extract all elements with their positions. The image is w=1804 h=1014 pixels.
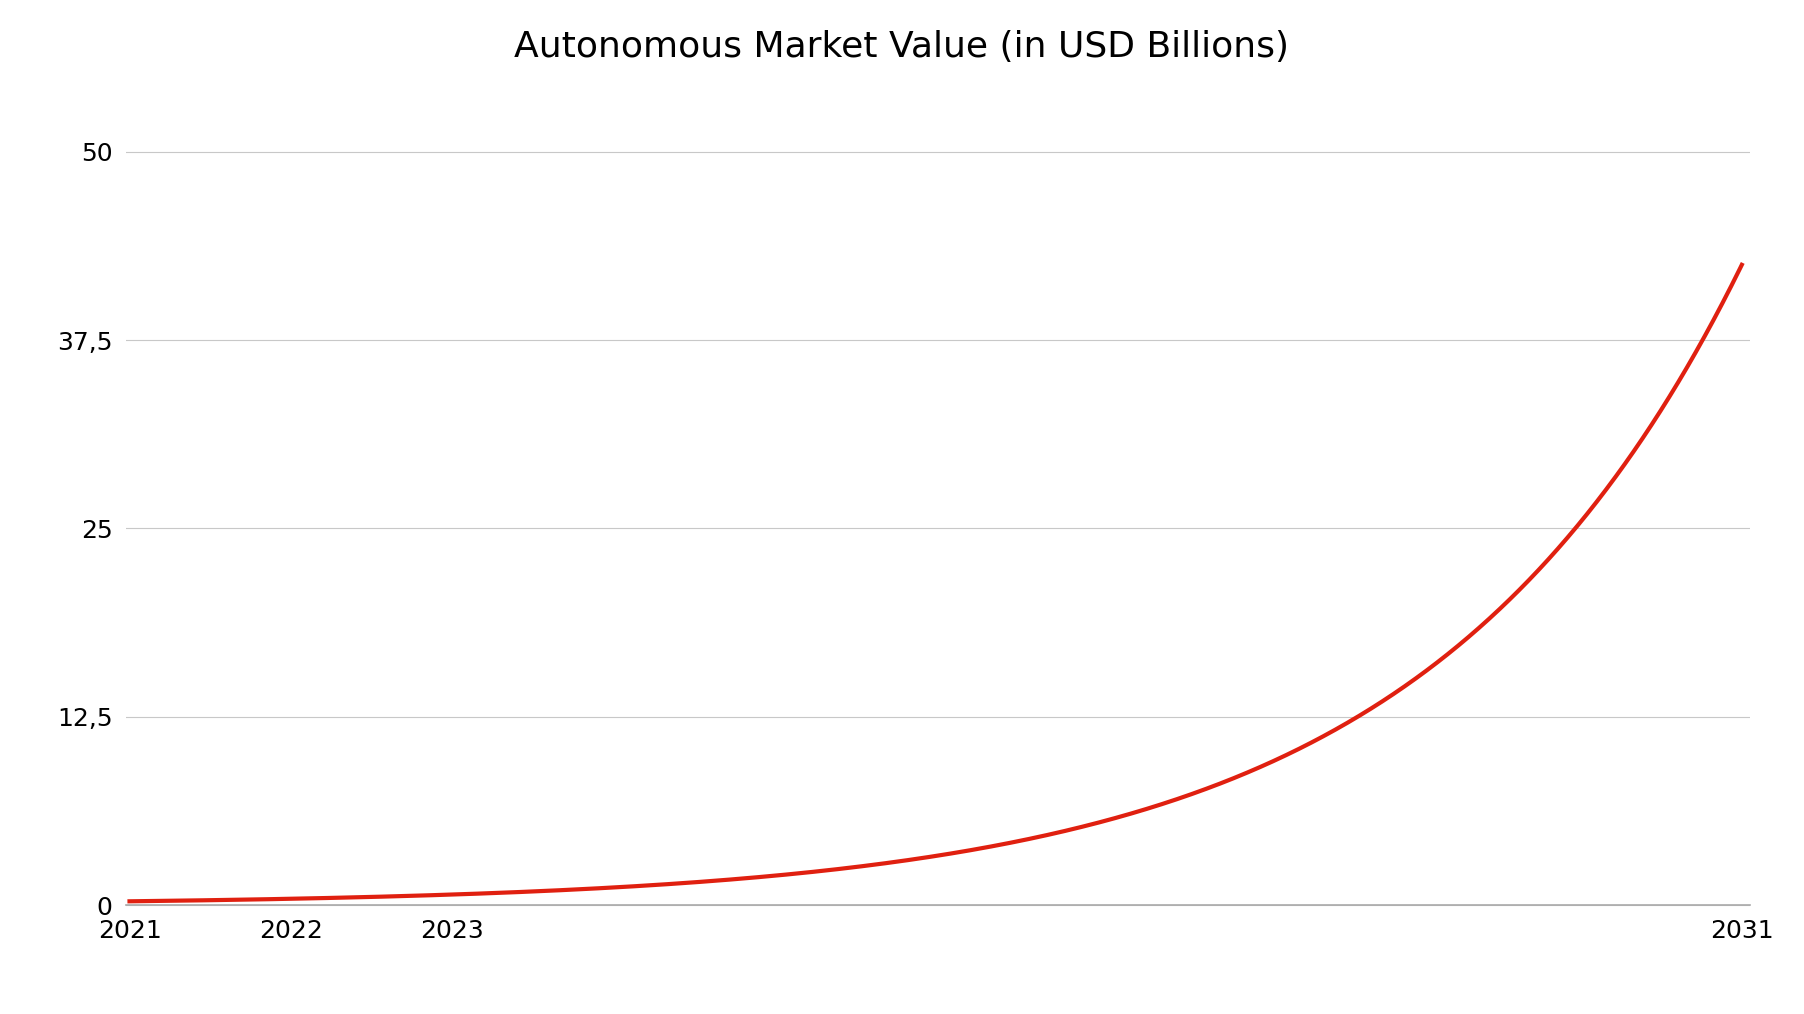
Text: Autonomous Market Value (in USD Billions): Autonomous Market Value (in USD Billions… <box>514 30 1290 65</box>
